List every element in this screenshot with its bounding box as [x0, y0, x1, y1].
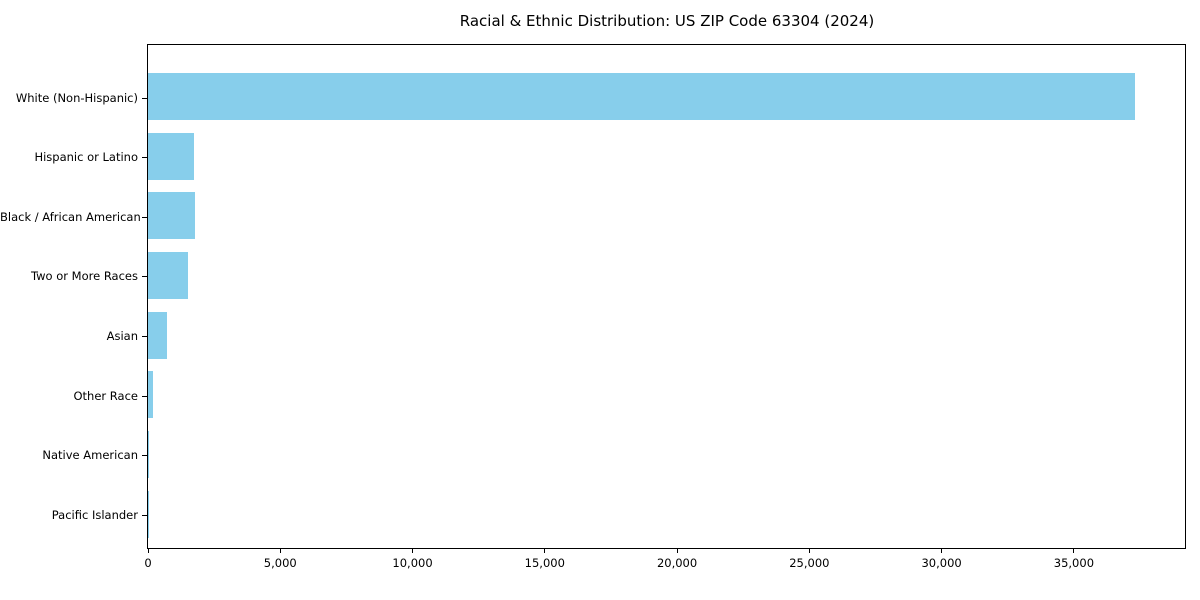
y-tick-mark [142, 157, 147, 159]
x-tick-mark [676, 548, 678, 553]
bar-two-or-more-races [148, 251, 188, 299]
y-tick-mark [142, 515, 147, 517]
bar-native-american [148, 430, 149, 478]
y-tick-mark [142, 97, 147, 99]
x-tick-label-20000: 20,000 [656, 556, 698, 570]
bar-white-non-hispanic [148, 73, 1135, 120]
x-tick-mark [1073, 548, 1075, 553]
x-tick-label-10000: 10,000 [392, 556, 433, 570]
y-tick-label-black-african-american: Black / African American [0, 209, 141, 224]
y-tick-mark [142, 395, 147, 397]
x-tick-label-35000: 35,000 [1053, 556, 1095, 570]
x-tick-label-30000: 30,000 [921, 556, 962, 570]
x-tick-mark [412, 548, 414, 553]
y-tick-mark [142, 455, 147, 457]
x-tick-label-15000: 15,000 [524, 556, 565, 570]
y-tick-label-asian: Asian [106, 329, 138, 344]
x-tick-mark [808, 548, 810, 553]
bar-hispanic-or-latino [148, 132, 195, 180]
y-tick-label-native-american: Native American [42, 448, 138, 463]
y-tick-mark [142, 276, 147, 278]
x-tick-label-0: 0 [144, 556, 152, 570]
x-tick-mark [544, 548, 546, 553]
bar-other-race [148, 371, 154, 419]
y-tick-label-two-or-more-races: Two or More Races [31, 269, 138, 284]
x-tick-label-5000: 5,000 [263, 556, 297, 570]
y-tick-label-other-race: Other Race [73, 388, 139, 403]
y-tick-label-white-non-hispanic: White (Non-Hispanic) [15, 90, 138, 105]
x-tick-label-25000: 25,000 [789, 556, 830, 570]
plot-area [147, 44, 1186, 549]
bar-black-african-american [148, 192, 196, 240]
y-tick-mark [142, 216, 147, 218]
x-tick-mark [147, 548, 149, 553]
x-tick-mark [279, 548, 281, 553]
x-tick-mark [941, 548, 943, 553]
y-tick-label-hispanic-or-latino: Hispanic or Latino [34, 150, 138, 165]
chart-title: Racial & Ethnic Distribution: US ZIP Cod… [459, 12, 875, 30]
y-tick-label-pacific-islander: Pacific Islander [51, 508, 138, 523]
bar-asian [148, 311, 167, 359]
y-tick-mark [142, 336, 147, 338]
